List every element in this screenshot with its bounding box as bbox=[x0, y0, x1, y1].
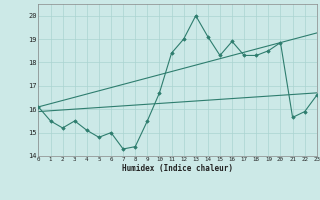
X-axis label: Humidex (Indice chaleur): Humidex (Indice chaleur) bbox=[122, 164, 233, 173]
